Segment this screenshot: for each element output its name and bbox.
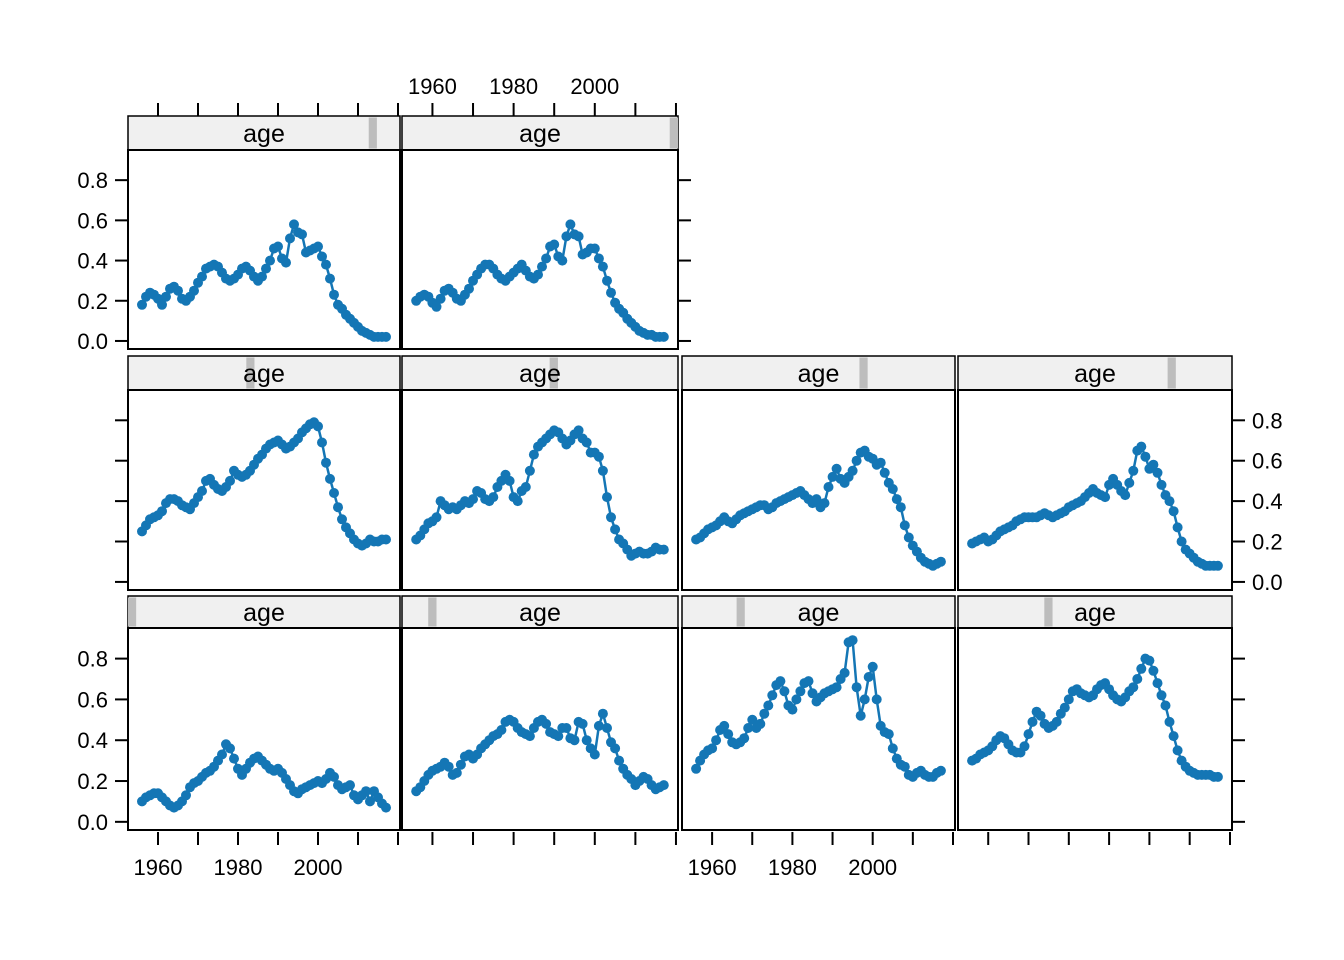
panel-area: [401, 149, 679, 350]
x-tick-label-bottom: 1960: [688, 855, 737, 880]
y-tick-label-right: 0.8: [1252, 408, 1283, 433]
strip-level-marker: [859, 357, 868, 389]
strip-title: age: [243, 120, 285, 148]
strip-title: age: [798, 599, 840, 627]
y-tick-label-left: 0.8: [77, 168, 108, 193]
panel-area: [401, 389, 679, 591]
y-tick-label-right: 0.6: [1252, 449, 1283, 474]
strip-level-marker: [368, 117, 377, 149]
y-tick-label-right: 0.4: [1252, 489, 1283, 514]
x-tick-label-top: 1980: [489, 74, 538, 99]
data-points: [137, 739, 391, 813]
x-tick-label-top: 1960: [408, 74, 457, 99]
x-tick-label-bottom: 1980: [214, 855, 263, 880]
y-tick-label-left: 0.0: [77, 329, 108, 354]
strip-level-marker: [736, 597, 745, 627]
panel-age-8: age: [957, 355, 1233, 591]
data-points: [967, 441, 1223, 571]
strip-title: age: [1074, 599, 1116, 627]
strip-level-marker: [1044, 597, 1053, 627]
panel-age-4: age: [957, 595, 1233, 831]
data-points: [137, 417, 391, 551]
panel-age-1: age: [127, 595, 401, 831]
y-tick-label-left: 0.4: [77, 728, 108, 753]
panel-age-5: age: [127, 355, 401, 591]
y-tick-label-left: 0.6: [77, 687, 108, 712]
panel-age-9: age: [127, 115, 401, 350]
y-tick-label-left: 0.4: [77, 249, 108, 274]
strip-level-marker: [128, 597, 137, 627]
strip-title: age: [519, 599, 561, 627]
panel-area: [127, 149, 401, 350]
y-tick-label-left: 0.8: [77, 647, 108, 672]
data-points: [411, 425, 669, 561]
panel-area: [127, 389, 401, 591]
data-points: [411, 219, 669, 342]
axis-ticks: [115, 103, 1245, 845]
strip-level-marker: [549, 357, 558, 389]
strip-title: age: [798, 360, 840, 388]
data-points: [137, 219, 391, 342]
y-tick-label-right: 0.2: [1252, 530, 1283, 555]
axis-labels: 1960 1980 2000 1960 1980 2000 1960 1980 2000 0.0 0…: [77, 74, 1282, 880]
panel-area: [401, 627, 679, 831]
strip-level-marker: [1167, 357, 1176, 389]
data-points: [967, 653, 1223, 782]
panel-age-2: age: [401, 595, 679, 831]
panel-area: [957, 627, 1233, 831]
strip: [127, 355, 401, 391]
strip: [957, 355, 1233, 391]
panel-area: [681, 389, 956, 591]
y-tick-label-left: 0.6: [77, 208, 108, 233]
x-tick-label-bottom: 1980: [768, 855, 817, 880]
x-tick-label-bottom: 2000: [848, 855, 897, 880]
panel-age-3: age: [681, 595, 956, 831]
strip-level-marker: [428, 597, 437, 627]
data-points: [691, 445, 946, 571]
panel-age-10: age: [401, 115, 679, 350]
panel-age-7: age: [681, 355, 956, 591]
x-tick-label-top: 2000: [570, 74, 619, 99]
strip-title: age: [519, 360, 561, 388]
panel-age-6: age: [401, 355, 679, 591]
strip-level-marker: [246, 357, 255, 389]
y-tick-label-left: 0.2: [77, 289, 108, 314]
y-tick-label-left: 0.2: [77, 769, 108, 794]
strip-title: age: [1074, 360, 1116, 388]
x-tick-label-bottom: 2000: [294, 855, 343, 880]
x-tick-label-bottom: 1960: [134, 855, 183, 880]
y-tick-label-left: 0.0: [77, 810, 108, 835]
strip-title: age: [243, 360, 285, 388]
strip: [127, 115, 401, 151]
strip-title: age: [519, 120, 561, 148]
data-points: [411, 708, 669, 797]
strip: [401, 595, 679, 629]
strip-title: age: [243, 599, 285, 627]
y-tick-label-right: 0.0: [1252, 570, 1283, 595]
strip-level-marker: [669, 117, 678, 149]
data-points: [691, 635, 946, 782]
